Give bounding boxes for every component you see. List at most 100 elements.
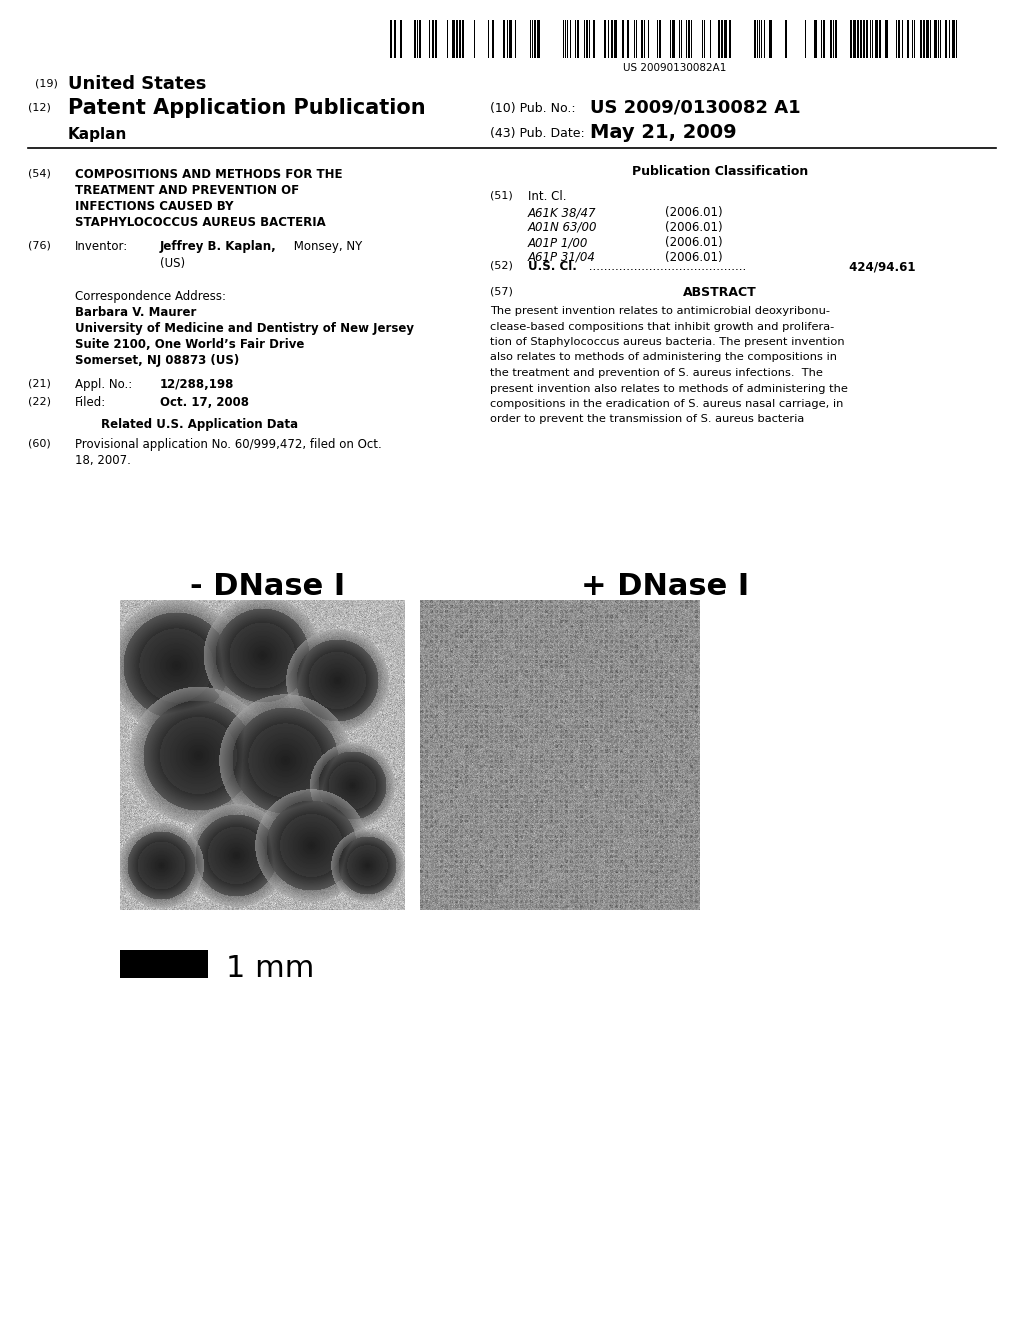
- Bar: [537, 20, 540, 58]
- Text: (76): (76): [28, 240, 51, 249]
- Text: University of Medicine and Dentistry of New Jersey: University of Medicine and Dentistry of …: [75, 322, 414, 335]
- Bar: [830, 20, 831, 58]
- Text: also relates to methods of administering the compositions in: also relates to methods of administering…: [490, 352, 837, 363]
- Text: (52): (52): [490, 260, 513, 271]
- Bar: [604, 20, 606, 58]
- Bar: [577, 20, 579, 58]
- Bar: [659, 20, 662, 58]
- Bar: [492, 20, 494, 58]
- Text: Oct. 17, 2008: Oct. 17, 2008: [160, 396, 249, 409]
- Bar: [754, 20, 756, 58]
- Text: compositions in the eradication of S. aureus nasal carriage, in: compositions in the eradication of S. au…: [490, 399, 844, 409]
- Bar: [593, 20, 595, 58]
- Text: United States: United States: [68, 75, 207, 92]
- Text: present invention also relates to methods of administering the: present invention also relates to method…: [490, 384, 848, 393]
- Bar: [885, 20, 888, 58]
- Bar: [672, 20, 675, 58]
- Text: (22): (22): [28, 396, 51, 407]
- Bar: [509, 20, 512, 58]
- Text: Related U.S. Application Data: Related U.S. Application Data: [101, 418, 299, 432]
- Text: (2006.01): (2006.01): [665, 236, 723, 249]
- Bar: [390, 20, 392, 58]
- Text: (19): (19): [35, 78, 58, 88]
- Bar: [769, 20, 772, 58]
- Bar: [857, 20, 859, 58]
- Bar: [860, 20, 862, 58]
- Bar: [926, 20, 929, 58]
- Text: 1 mm: 1 mm: [226, 954, 314, 983]
- Bar: [419, 20, 421, 58]
- Text: The present invention relates to antimicrobial deoxyribonu-: The present invention relates to antimic…: [490, 306, 830, 315]
- Text: (21): (21): [28, 378, 51, 388]
- Text: A61P 31/04: A61P 31/04: [528, 251, 596, 264]
- Text: Appl. No.:: Appl. No.:: [75, 378, 132, 391]
- Bar: [414, 20, 416, 58]
- Text: (60): (60): [28, 438, 51, 447]
- Bar: [952, 20, 955, 58]
- Text: Monsey, NY: Monsey, NY: [290, 240, 362, 253]
- Text: order to prevent the transmission of S. aureus bacteria: order to prevent the transmission of S. …: [490, 414, 804, 425]
- Text: US 2009/0130082 A1: US 2009/0130082 A1: [590, 98, 801, 116]
- Text: (51): (51): [490, 190, 513, 201]
- Bar: [814, 20, 817, 58]
- Bar: [823, 20, 825, 58]
- Text: tion of Staphylococcus aureus bacteria. The present invention: tion of Staphylococcus aureus bacteria. …: [490, 337, 845, 347]
- Text: clease-based compositions that inhibit growth and prolifera-: clease-based compositions that inhibit g…: [490, 322, 835, 331]
- Bar: [627, 20, 629, 58]
- Text: Patent Application Publication: Patent Application Publication: [68, 98, 426, 117]
- Bar: [898, 20, 900, 58]
- Bar: [462, 20, 464, 58]
- Bar: [456, 20, 458, 58]
- Text: Int. Cl.: Int. Cl.: [528, 190, 566, 203]
- Bar: [729, 20, 731, 58]
- Text: A01N 63/00: A01N 63/00: [528, 220, 597, 234]
- Bar: [400, 20, 402, 58]
- Text: A01P 1/00: A01P 1/00: [528, 236, 589, 249]
- Bar: [718, 20, 720, 58]
- Text: A61K 38/47: A61K 38/47: [528, 206, 597, 219]
- Text: STAPHYLOCOCCUS AUREUS BACTERIA: STAPHYLOCOCCUS AUREUS BACTERIA: [75, 216, 326, 228]
- Text: Kaplan: Kaplan: [68, 127, 127, 143]
- Bar: [879, 20, 881, 58]
- Bar: [622, 20, 624, 58]
- Text: US 20090130082A1: US 20090130082A1: [624, 63, 727, 73]
- Bar: [611, 20, 613, 58]
- Text: INFECTIONS CAUSED BY: INFECTIONS CAUSED BY: [75, 201, 233, 213]
- Bar: [586, 20, 588, 58]
- Bar: [394, 20, 396, 58]
- Bar: [874, 20, 878, 58]
- Text: COMPOSITIONS AND METHODS FOR THE: COMPOSITIONS AND METHODS FOR THE: [75, 168, 342, 181]
- Text: Correspondence Address:: Correspondence Address:: [75, 290, 226, 304]
- Bar: [435, 20, 437, 58]
- Text: 12/288,198: 12/288,198: [160, 378, 234, 391]
- Text: May 21, 2009: May 21, 2009: [590, 123, 736, 143]
- Bar: [459, 20, 461, 58]
- Text: ..........................................: ........................................…: [585, 260, 746, 273]
- Text: Suite 2100, One World’s Fair Drive: Suite 2100, One World’s Fair Drive: [75, 338, 304, 351]
- Text: 424/94.61: 424/94.61: [845, 260, 915, 273]
- Text: (2006.01): (2006.01): [665, 220, 723, 234]
- Text: (12): (12): [28, 102, 51, 112]
- Bar: [614, 20, 617, 58]
- Text: (43) Pub. Date:: (43) Pub. Date:: [490, 127, 585, 140]
- Text: TREATMENT AND PREVENTION OF: TREATMENT AND PREVENTION OF: [75, 183, 299, 197]
- Bar: [923, 20, 925, 58]
- Bar: [863, 20, 865, 58]
- Text: (2006.01): (2006.01): [665, 206, 723, 219]
- Text: + DNase I: + DNase I: [581, 572, 750, 601]
- Bar: [934, 20, 937, 58]
- Text: 18, 2007.: 18, 2007.: [75, 454, 131, 467]
- Bar: [721, 20, 723, 58]
- Text: the treatment and prevention of S. aureus infections.  The: the treatment and prevention of S. aureu…: [490, 368, 823, 378]
- Bar: [850, 20, 852, 58]
- Text: Inventor:: Inventor:: [75, 240, 128, 253]
- Text: Somerset, NJ 08873 (US): Somerset, NJ 08873 (US): [75, 354, 240, 367]
- Bar: [835, 20, 837, 58]
- Text: (57): (57): [490, 286, 513, 296]
- Bar: [432, 20, 434, 58]
- Bar: [920, 20, 922, 58]
- Text: (US): (US): [160, 257, 185, 271]
- Text: (2006.01): (2006.01): [665, 251, 723, 264]
- Bar: [907, 20, 909, 58]
- Bar: [785, 20, 787, 58]
